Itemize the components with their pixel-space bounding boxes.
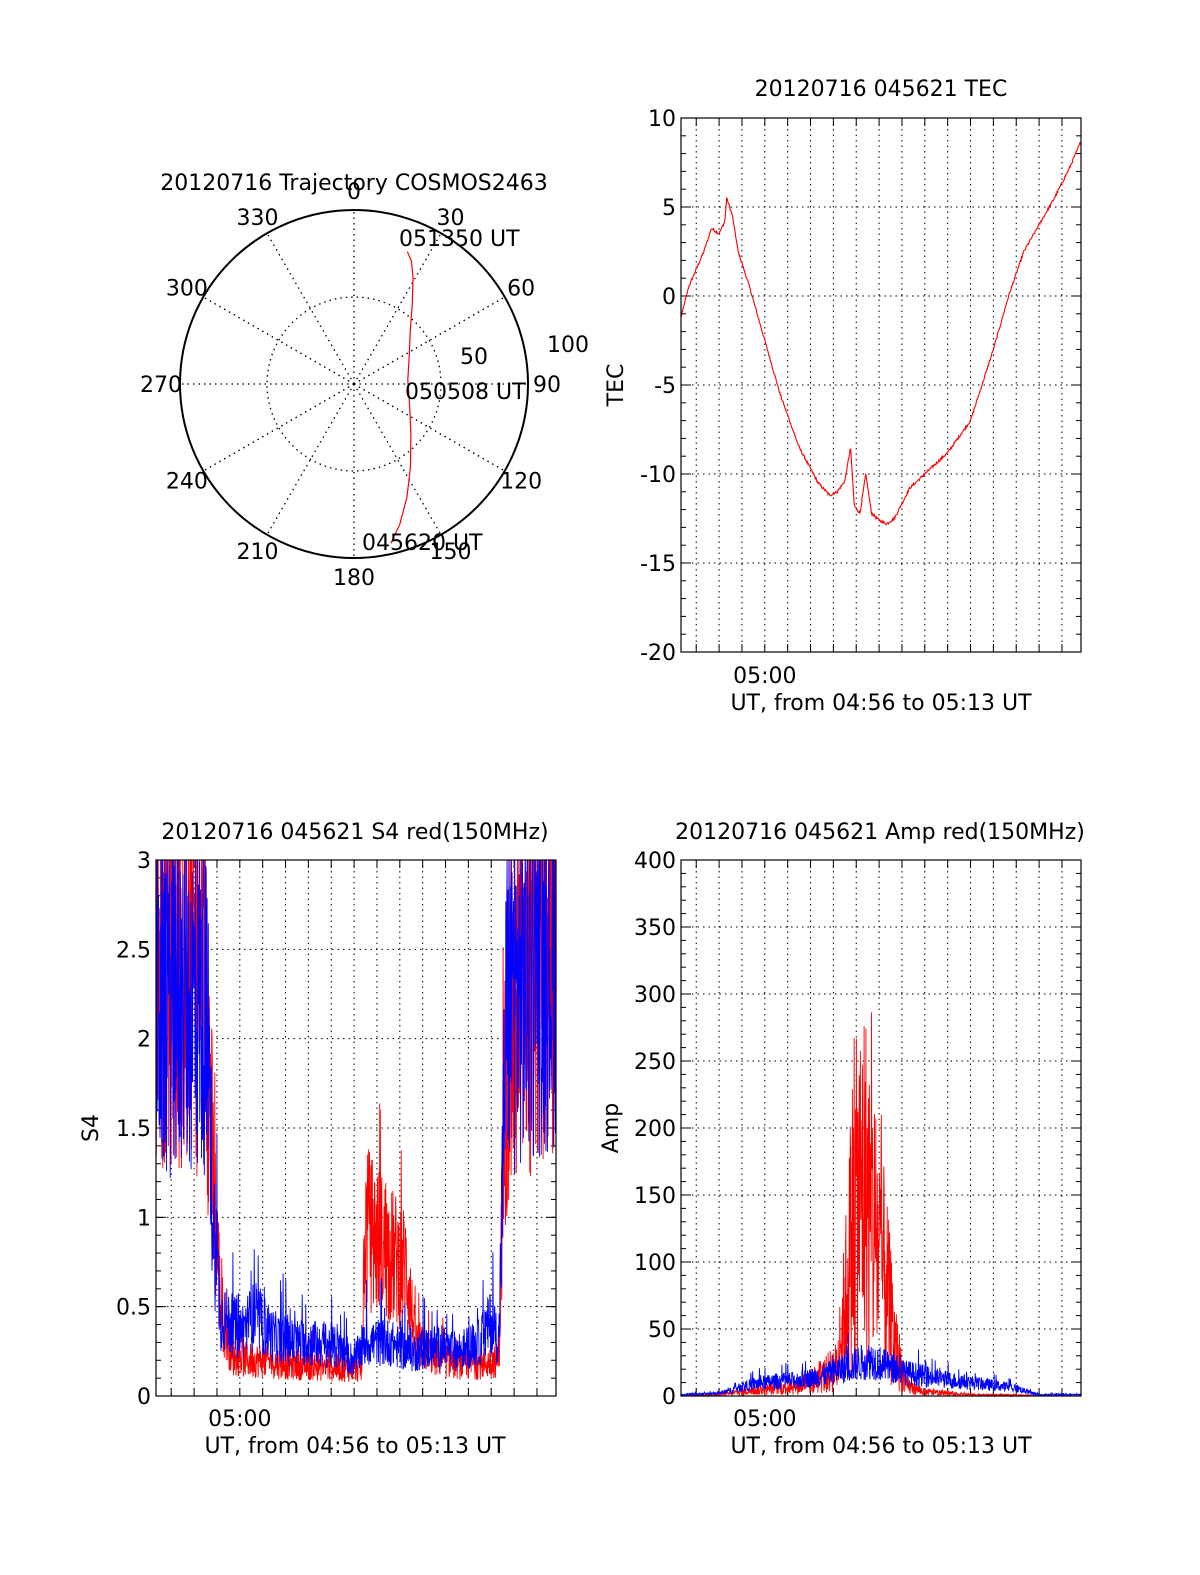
tec-y-tick-label: 0 [662, 285, 676, 310]
amp-y-tick-label: 0 [662, 1385, 676, 1410]
amp-grid [681, 860, 1081, 1396]
polar-chart: 20120716 Trajectory COSMOS2463 0 30 60 90 12… [140, 171, 589, 591]
tec-y-tick-label: 5 [662, 196, 676, 221]
amp-series-red-line [681, 1012, 1081, 1398]
polar-azimuth-label-0: 0 [347, 180, 361, 205]
amp-y-tick-label: 400 [634, 849, 676, 874]
polar-grid-spoke-60 [353, 296, 506, 385]
tec-y-tick-label: -20 [640, 641, 676, 666]
polar-title: 20120716 Trajectory COSMOS2463 [160, 171, 547, 196]
s4-y-tick-label: 0 [137, 1385, 151, 1410]
amp-y-tick-label: 100 [634, 1251, 676, 1276]
tec-y-tick-label: 10 [648, 107, 676, 132]
s4-x-tick-label: 05:00 [208, 1407, 271, 1432]
polar-azimuth-label-90: 90 [533, 373, 561, 398]
polar-azimuth-label-120: 120 [500, 470, 542, 495]
s4-y-tick-label: 2.5 [116, 938, 151, 963]
amp-title: 20120716 045621 Amp red(150MHz) [675, 820, 1085, 845]
s4-y-axis-label: S4 [79, 1114, 104, 1142]
amp-y-tick-label: 300 [634, 983, 676, 1008]
polar-azimuth-label-60: 60 [507, 277, 535, 302]
polar-azimuth-label-150: 150 [430, 540, 472, 565]
s4-y-tick-label: 3 [137, 849, 151, 874]
amp-y-tick-label: 50 [648, 1318, 676, 1343]
amp-y-tick-label: 200 [634, 1117, 676, 1142]
s4-y-tick-label: 1 [137, 1206, 151, 1231]
polar-grid-spoke-120 [353, 383, 506, 472]
tec-y-tick-label: -15 [640, 552, 676, 577]
polar-azimuth-label-270: 270 [140, 373, 182, 398]
s4-y-tick-label: 1.5 [116, 1117, 151, 1142]
s4-y-tick-label: 2 [137, 1028, 151, 1053]
s4-y-tick-labels: 3 2.5 2 1.5 1 0.5 0 [116, 849, 151, 1410]
polar-grid-spoke-210 [266, 383, 355, 536]
s4-series [155, 859, 557, 1383]
s4-y-tick-label: 0.5 [116, 1296, 151, 1321]
polar-grid-circle-50 [266, 296, 442, 472]
tec-y-axis-label: TEC [604, 364, 629, 408]
tec-y-tick-label: -5 [654, 374, 676, 399]
polar-grid [180, 210, 528, 558]
s4-plot-frame [155, 859, 557, 1397]
tec-plot-frame [680, 117, 1082, 653]
tec-y-tick-label: -10 [640, 463, 676, 488]
polar-radius-label-50: 50 [460, 345, 488, 370]
s4-title: 20120716 045621 S4 red(150MHz) [161, 820, 548, 845]
polar-annotation-start: 045620 UT [362, 531, 483, 556]
tec-series-red-line [680, 141, 1082, 526]
polar-azimuth-label-330: 330 [237, 206, 279, 231]
tec-x-axis-label: UT, from 04:56 to 05:13 UT [730, 691, 1032, 716]
amp-plot-frame [680, 859, 1082, 1397]
amp-y-tick-labels: 400 350 300 250 200 150 100 50 0 [634, 849, 676, 1410]
polar-azimuth-label-180: 180 [333, 566, 375, 591]
s4-x-axis-label: UT, from 04:56 to 05:13 UT [204, 1434, 506, 1459]
polar-azimuth-label-240: 240 [166, 470, 208, 495]
tec-x-tick-label: 05:00 [733, 664, 796, 689]
polar-annotation-end: 051350 UT [399, 227, 520, 252]
polar-grid-spoke-150 [353, 383, 442, 536]
polar-grid-spoke-330 [266, 232, 355, 385]
polar-azimuth-label-210: 210 [237, 540, 279, 565]
tec-chart: 20120716 045621 TEC 10 5 0 -5 -10 -15 -20 05:0… [604, 77, 1082, 716]
polar-azimuth-label-300: 300 [166, 277, 208, 302]
polar-radius-label-100: 100 [547, 333, 589, 358]
amp-y-axis-label: Amp [599, 1103, 624, 1153]
amp-y-tick-label: 350 [634, 916, 676, 941]
polar-azimuth-label-30: 30 [437, 206, 465, 231]
polar-grid-spoke-240 [202, 383, 355, 472]
s4-series-blue-line [155, 859, 557, 1375]
amp-series [680, 1012, 1082, 1398]
tec-series [680, 141, 1082, 526]
amp-x-tick-label: 05:00 [733, 1407, 796, 1432]
polar-grid-spoke-300 [202, 296, 355, 385]
amp-y-tick-label: 150 [634, 1184, 676, 1209]
polar-annotation-mid: 050508 UT [405, 380, 526, 405]
polar-azimuth-labels: 0 30 60 90 120 150 180 210 240 270 300 330 [140, 180, 561, 591]
polar-grid-spoke-30 [353, 232, 442, 385]
tec-grid [681, 118, 1081, 652]
polar-trajectory-line [390, 251, 414, 544]
amp-series-blue-line [680, 1333, 1082, 1398]
polar-outer-circle [179, 209, 529, 559]
tec-title: 20120716 045621 TEC [755, 77, 1008, 102]
amp-x-axis-label: UT, from 04:56 to 05:13 UT [730, 1434, 1032, 1459]
amp-chart: 20120716 045621 Amp red(150MHz) 400 350 30… [599, 820, 1085, 1459]
amp-y-tick-label: 250 [634, 1050, 676, 1075]
s4-chart: 20120716 045621 S4 red(150MHz) 3 2.5 2 1.5 1… [79, 820, 557, 1459]
tec-y-tick-labels: 10 5 0 -5 -10 -15 -20 [640, 107, 676, 666]
